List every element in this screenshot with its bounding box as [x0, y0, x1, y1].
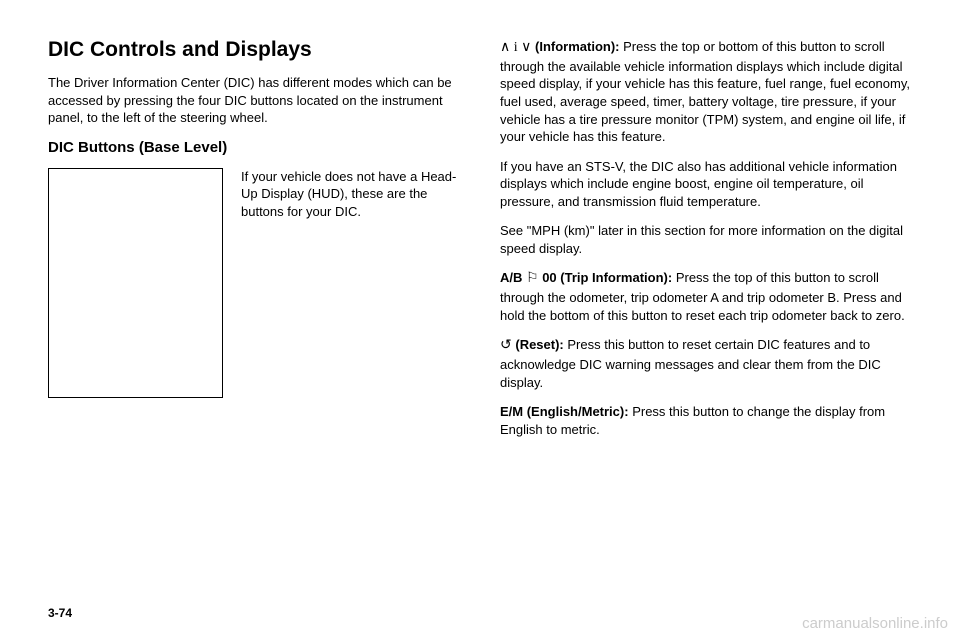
info-icon: ∧ i ∨ — [500, 40, 531, 55]
intro-text: The Driver Information Center (DIC) has … — [48, 74, 460, 127]
dic-buttons-image — [48, 168, 223, 398]
info-label: (Information): — [535, 39, 619, 54]
trip-prefix: A/B — [500, 270, 522, 285]
right-column: ∧ i ∨ (Information): Press the top or bo… — [500, 38, 912, 450]
stsv-paragraph: If you have an STS-V, the DIC also has a… — [500, 158, 912, 211]
trip-icon: ⚐ — [526, 271, 539, 286]
image-caption: If your vehicle does not have a Head-Up … — [241, 168, 460, 398]
trip-paragraph: A/B ⚐ 00 (Trip Information): Press the t… — [500, 269, 912, 324]
reset-paragraph: ↺ (Reset): Press this button to reset ce… — [500, 336, 912, 391]
image-row: If your vehicle does not have a Head-Up … — [48, 168, 460, 398]
sub-heading: DIC Buttons (Base Level) — [48, 139, 460, 156]
watermark: carmanualsonline.info — [802, 615, 948, 632]
page-content: DIC Controls and Displays The Driver Inf… — [48, 38, 912, 450]
em-paragraph: E/M (English/Metric): Press this button … — [500, 403, 912, 438]
page-number: 3-74 — [48, 606, 72, 620]
main-heading: DIC Controls and Displays — [48, 38, 460, 62]
trip-label: 00 (Trip Information): — [542, 270, 672, 285]
reset-icon: ↺ — [500, 338, 512, 353]
info-paragraph: ∧ i ∨ (Information): Press the top or bo… — [500, 38, 912, 146]
em-label: E/M (English/Metric): — [500, 404, 629, 419]
left-column: DIC Controls and Displays The Driver Inf… — [48, 38, 460, 450]
reset-label: (Reset): — [515, 337, 563, 352]
mph-paragraph: See "MPH (km)" later in this section for… — [500, 222, 912, 257]
info-text: Press the top or bottom of this button t… — [500, 39, 910, 144]
